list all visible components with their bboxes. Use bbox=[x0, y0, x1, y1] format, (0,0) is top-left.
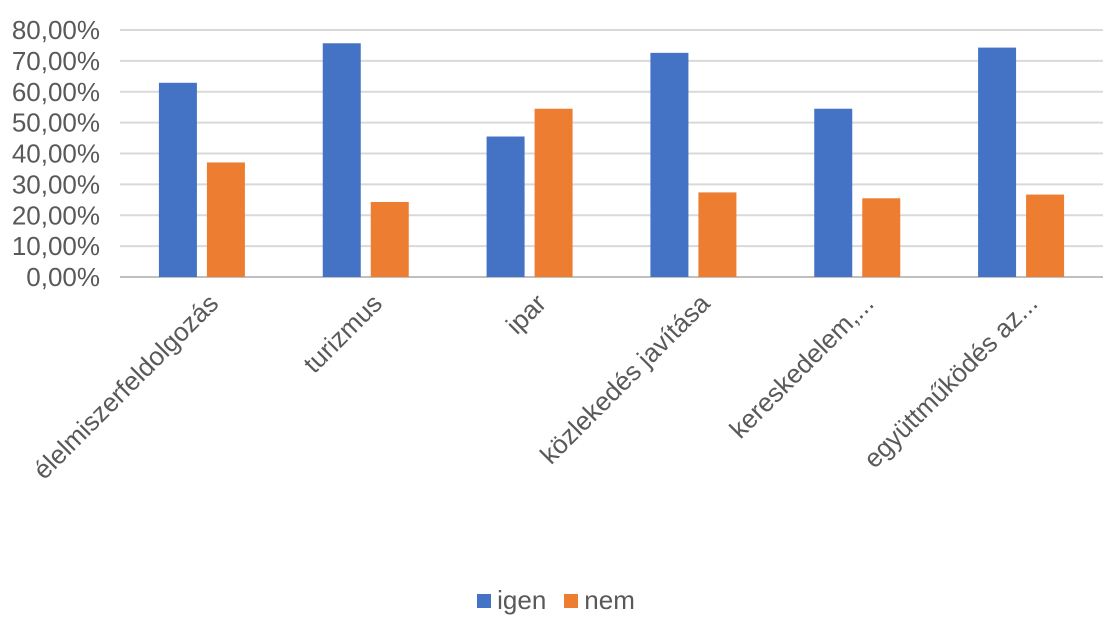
x-category-label: élelmiszerfeldolgozás bbox=[27, 288, 224, 485]
bar-igen bbox=[486, 136, 525, 277]
y-tick-label: 40,00% bbox=[12, 139, 100, 169]
legend-swatch-nem bbox=[564, 593, 579, 608]
legend-label-nem: nem bbox=[584, 585, 635, 615]
bar-nem bbox=[1026, 194, 1065, 277]
legend-item-igen: igen bbox=[477, 585, 546, 616]
x-category-label: közlekedés javítása bbox=[534, 288, 716, 470]
y-tick-label: 0,00% bbox=[26, 262, 100, 292]
legend-swatch-igen bbox=[477, 593, 492, 608]
bar-nem bbox=[534, 108, 573, 277]
bar-igen bbox=[978, 47, 1017, 277]
bar-nem bbox=[206, 162, 245, 277]
legend-label-igen: igen bbox=[497, 585, 547, 615]
x-category-label: turizmus bbox=[297, 288, 388, 379]
y-tick-label: 70,00% bbox=[12, 46, 100, 76]
y-tick-label: 50,00% bbox=[12, 108, 100, 138]
bar-igen bbox=[322, 43, 361, 278]
bar-igen bbox=[814, 108, 853, 277]
bar-igen bbox=[158, 82, 197, 277]
y-tick-label: 60,00% bbox=[12, 77, 100, 107]
bar-igen bbox=[650, 52, 689, 277]
bar-nem bbox=[698, 192, 737, 277]
bar-nem bbox=[862, 198, 901, 277]
bar-nem bbox=[370, 201, 409, 277]
x-category-label: ipar bbox=[500, 288, 552, 340]
x-category-label: együttműködés az... bbox=[858, 288, 1044, 474]
legend: igen nem bbox=[0, 585, 1112, 616]
legend-item-nem: nem bbox=[564, 585, 635, 616]
y-tick-label: 10,00% bbox=[12, 231, 100, 261]
y-tick-label: 80,00% bbox=[12, 15, 100, 45]
y-tick-label: 20,00% bbox=[12, 200, 100, 230]
y-tick-label: 30,00% bbox=[12, 169, 100, 199]
x-category-label: kereskedelem,... bbox=[723, 288, 879, 444]
